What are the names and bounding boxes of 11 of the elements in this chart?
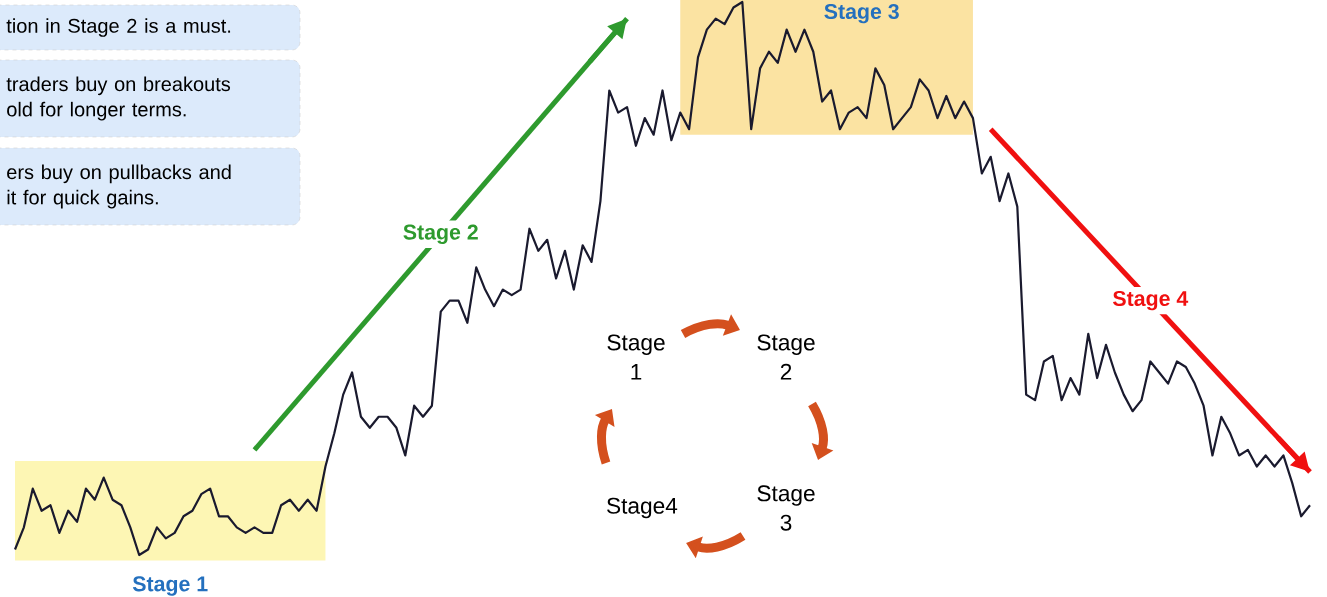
text: Stage 1 — [132, 576, 208, 596]
series-label: Stage 4 — [1113, 290, 1189, 311]
annotation: Stage4 — [607, 497, 678, 519]
annotation: Stage 2 — [757, 334, 815, 380]
annotation: Stage 3 — [824, 3, 899, 24]
annotation: Stage 1 — [607, 334, 665, 380]
annotation: traders buy on breakouts old for longer terms. — [6, 76, 231, 121]
annotation: Stage 3 — [757, 485, 815, 531]
annotation: ers buy on pullbacks and it for quick gains. — [7, 164, 231, 209]
series-label: Stage 2 — [403, 224, 478, 244]
annotation: tion in Stage 2 is a must. — [6, 18, 231, 37]
